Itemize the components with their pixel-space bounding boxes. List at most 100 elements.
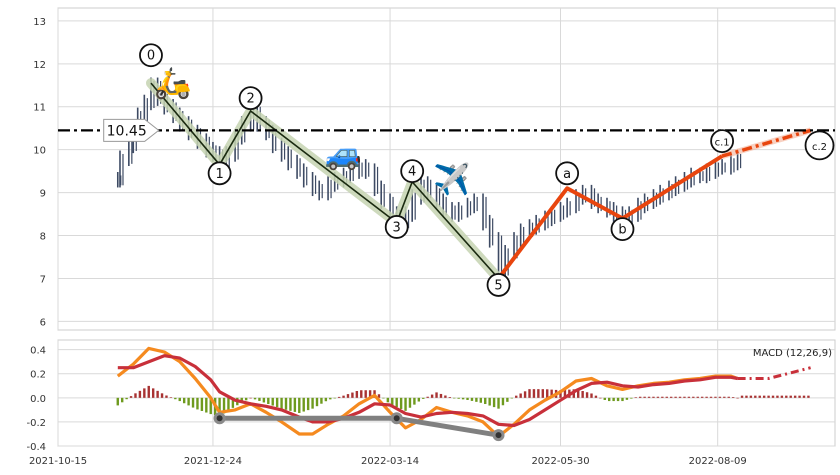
macd-histogram-bar xyxy=(749,395,753,398)
corrective-wave-line xyxy=(496,154,724,280)
price-y-tick: 9 xyxy=(40,189,46,200)
macd-histogram-bar xyxy=(399,397,403,409)
macd-histogram-bar xyxy=(608,397,611,402)
macd-histogram-bar xyxy=(541,389,544,398)
signal-line xyxy=(117,354,738,428)
macd-histogram-bar xyxy=(368,390,372,398)
macd-histogram-bar xyxy=(267,397,270,405)
macd-histogram-bar xyxy=(559,390,562,398)
macd-histogram-bar xyxy=(661,396,664,398)
macd-histogram-bar xyxy=(244,397,248,401)
wave-label-circle xyxy=(710,129,735,153)
macd-histogram-bar xyxy=(470,397,474,401)
macd-histogram-bar xyxy=(391,397,394,406)
macd-histogram-bar xyxy=(320,397,323,404)
macd-histogram-bar xyxy=(306,397,310,411)
macd-histogram-bar xyxy=(382,397,385,399)
macd-y-tick: 0.0 xyxy=(30,394,46,405)
macd-histogram-bar xyxy=(492,397,496,408)
macd-histogram-bar xyxy=(532,389,536,398)
macd-histogram-bar xyxy=(647,396,651,398)
wave-label-circle xyxy=(139,43,163,68)
macd-histogram-bar xyxy=(160,393,164,398)
macd-histogram-bar xyxy=(789,395,792,398)
macd-histogram-bar xyxy=(621,397,624,402)
macd-histogram-bar xyxy=(435,392,438,398)
divergence-point-core xyxy=(216,415,223,422)
macd-y-tick: -0.2 xyxy=(26,418,46,429)
x-tick: 2021-10-15 xyxy=(29,456,87,467)
macd-histogram-bar xyxy=(590,393,593,398)
macd-histogram-bar xyxy=(129,396,133,398)
price-y-tick: 7 xyxy=(40,274,46,285)
macd-histogram-bar xyxy=(581,391,584,398)
macd-histogram-bar xyxy=(656,396,660,398)
macd-histogram-bar xyxy=(692,396,695,398)
macd-histogram-bar xyxy=(718,396,722,398)
macd-histogram-bar xyxy=(563,389,567,398)
macd-histogram-bar xyxy=(138,390,142,398)
macd-histogram-bar xyxy=(510,397,514,399)
wave-label-circle xyxy=(207,161,232,186)
macd-histogram-bar xyxy=(798,395,801,398)
macd-histogram-bar xyxy=(151,388,155,398)
macd-histogram-bar xyxy=(253,397,257,400)
macd-histogram-bar xyxy=(497,397,500,409)
macd-histogram-bar xyxy=(484,397,487,405)
scooter-icon: 🛵 xyxy=(154,66,191,101)
macd-histogram-bar xyxy=(337,396,341,398)
macd-histogram-bar xyxy=(501,397,505,406)
wave-label-circle xyxy=(804,130,835,161)
macd-histogram-bar xyxy=(333,397,336,399)
macd-histogram-bar xyxy=(116,397,119,406)
macd-histogram-bar xyxy=(346,394,350,398)
macd-histogram-bar xyxy=(395,397,398,408)
divergence-point-core xyxy=(495,432,502,439)
macd-histogram-bar xyxy=(758,395,761,398)
macd-histogram-bar xyxy=(793,395,797,398)
macd-histogram-bar xyxy=(302,397,305,412)
macd-histogram-bar xyxy=(585,392,589,398)
projection-line xyxy=(721,128,812,158)
macd-histogram-bar xyxy=(687,396,691,398)
wave-label-circle xyxy=(486,273,511,297)
macd-histogram-bar xyxy=(652,396,655,398)
wave-label-5: 5 xyxy=(494,278,502,293)
macd-histogram-bar xyxy=(275,397,279,408)
wave-label-circle xyxy=(400,159,425,184)
macd-histogram-bar xyxy=(807,395,810,398)
macd-histogram-bar xyxy=(200,397,204,411)
price-panel xyxy=(57,7,836,331)
price-y-tick: 13 xyxy=(33,17,46,28)
macd-histogram-bar xyxy=(519,393,522,398)
macd-histogram-bar xyxy=(479,397,483,403)
macd-histogram-bar xyxy=(342,395,345,398)
macd-histogram-bar xyxy=(762,395,766,398)
macd-histogram-bar xyxy=(182,397,186,404)
wave-label-0: 0 xyxy=(147,49,155,64)
macd-histogram-bar xyxy=(577,389,580,398)
x-tick: 2022-03-14 xyxy=(361,456,419,467)
wave-label-circle xyxy=(238,86,263,111)
price-y-tick: 8 xyxy=(40,232,46,243)
macd-histogram-bar xyxy=(125,397,128,400)
divergence-point-core xyxy=(393,415,400,422)
macd-histogram-bar xyxy=(776,395,779,398)
macd-histogram-bar xyxy=(669,396,673,398)
macd-histogram-bar xyxy=(426,396,429,398)
airplane-icon: ✈️ xyxy=(433,161,470,198)
macd-histogram-bar xyxy=(209,397,212,415)
macd-histogram-bar xyxy=(643,396,646,398)
macd-histogram-bar xyxy=(599,397,602,399)
price-y-tick: 6 xyxy=(40,317,46,328)
wave-label-circle xyxy=(610,217,635,242)
macd-histogram-bar xyxy=(147,385,150,398)
macd-histogram-bar xyxy=(355,391,359,398)
macd-histogram-bar xyxy=(284,397,288,410)
macd-histogram-bar xyxy=(780,395,784,398)
macd-histogram-bar xyxy=(709,396,713,398)
macd-histogram-bar xyxy=(311,397,314,409)
macd-histogram-bar xyxy=(364,390,367,398)
macd-histogram-bar xyxy=(528,389,531,398)
